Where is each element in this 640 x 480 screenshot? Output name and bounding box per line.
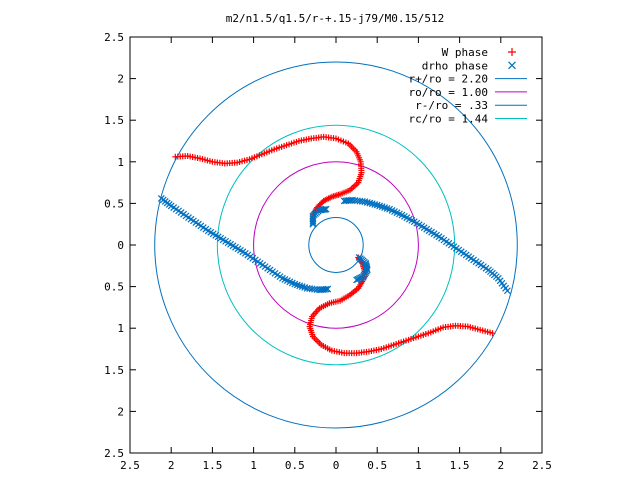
w-phase-point	[320, 197, 327, 204]
radius-circle	[308, 217, 364, 273]
drho-phase-point	[366, 199, 374, 207]
legend-label: W phase	[442, 46, 488, 59]
x-tick-label: 0.5	[367, 459, 387, 472]
x-tick-label: 0	[333, 459, 340, 472]
y-tick-label: 1.5	[104, 114, 124, 127]
drho-phase-point	[503, 287, 511, 295]
legend-label: r+/ro = 2.20	[409, 73, 488, 86]
legend-label: rc/ro = 1.44	[409, 113, 489, 126]
x-tick-label: 2	[168, 459, 175, 472]
y-tick-label: 2	[117, 73, 124, 86]
drho-phase-point	[363, 198, 371, 206]
y-tick-label: 0.5	[104, 197, 124, 210]
x-tick-label: 0.5	[285, 459, 305, 472]
w-phase-point	[319, 199, 326, 206]
drho-phase-point	[321, 205, 329, 213]
y-tick-label: 0.5	[104, 281, 124, 294]
radius-circle	[253, 161, 419, 329]
drho-phase-point	[353, 276, 361, 284]
drho-phase-point	[371, 200, 379, 208]
x-tick-label: 1.5	[202, 459, 222, 472]
legend-label: r-/ro = .33	[415, 99, 488, 112]
y-tick-label: 2.5	[104, 447, 124, 460]
y-tick-label: 1	[117, 156, 124, 169]
radius-circle	[154, 61, 518, 429]
y-tick-label: 1	[117, 322, 124, 335]
drho-phase-point	[368, 200, 376, 208]
drho-phase-point	[322, 285, 330, 293]
drho-phase-point	[322, 205, 330, 213]
x-tick-label: 1.5	[450, 459, 470, 472]
y-tick-label: 2	[117, 405, 124, 418]
y-tick-label: 2.5	[104, 31, 124, 44]
drho-phase-point	[320, 206, 327, 213]
drho-phase-point	[324, 285, 332, 293]
drho-phase-point	[361, 198, 369, 206]
w-phase-point	[318, 200, 325, 207]
x-tick-label: 1	[415, 459, 422, 472]
x-tick-label: 1	[250, 459, 257, 472]
data-points	[157, 133, 511, 357]
legend-marker	[508, 48, 516, 56]
y-tick-label: 1.5	[104, 364, 124, 377]
radius-circle	[216, 124, 456, 366]
chart-title: m2/n1.5/q1.5/r-+.15-j79/M0.15/512	[226, 12, 445, 25]
x-tick-label: 2	[497, 459, 504, 472]
x-tick-label: 2.5	[532, 459, 552, 472]
legend-label: ro/ro = 1.00	[409, 86, 488, 99]
axis-ticks: 2.5 2 1.5 1 0.5 0 0.5 1 1.5 2 2.52.521.510.500.511…	[104, 31, 552, 472]
legend-marker	[508, 61, 516, 70]
x-tick-label: 2.5	[120, 459, 140, 472]
y-tick-label: 0	[117, 239, 124, 252]
legend-label: drho phase	[422, 59, 488, 72]
